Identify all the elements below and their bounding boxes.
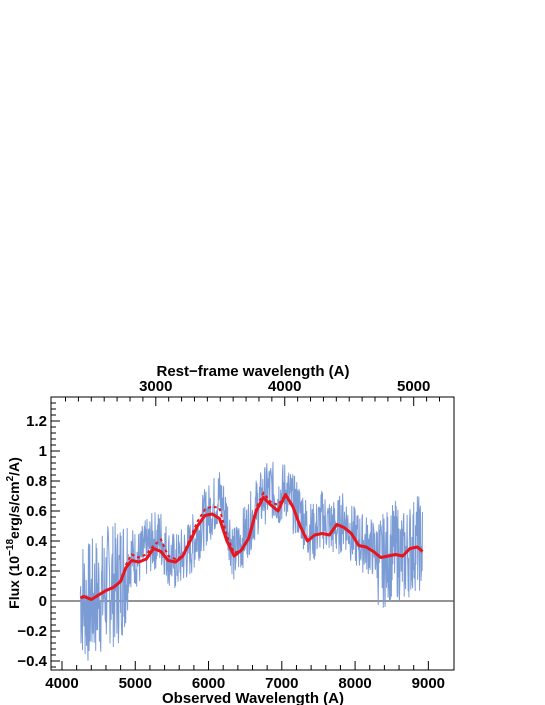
y-tick-label: 0 bbox=[39, 593, 47, 610]
y-tick-label: 0.8 bbox=[26, 473, 47, 490]
y-ticks: −0.4 −0.2 0 0.2 0.4 0.6 0.8 1 1.2 bbox=[17, 402, 60, 670]
x2-tick-label: 4000 bbox=[268, 378, 301, 395]
x2-ticks: 3000 4000 5000 bbox=[65, 378, 440, 406]
observed-spectrum-line bbox=[79, 461, 423, 661]
y-tick-label: 1 bbox=[39, 443, 47, 460]
y-tick-label: −0.4 bbox=[17, 653, 47, 670]
x-tick-label: 8000 bbox=[338, 675, 371, 692]
y-axis-label: Flux (10−18erg/s/cm2/A) bbox=[5, 457, 22, 609]
x-ticks: 4000 5000 6000 7000 8000 9000 bbox=[45, 661, 445, 692]
y-tick-label: 0.4 bbox=[26, 533, 48, 550]
y-tick-label: 0.2 bbox=[26, 563, 47, 580]
x-tick-label: 7000 bbox=[265, 675, 298, 692]
y-tick-label: 0.6 bbox=[26, 503, 47, 520]
model-fit-line bbox=[79, 493, 424, 601]
series-layer bbox=[79, 461, 424, 661]
x2-axis-label: Rest−frame wavelength (A) bbox=[157, 363, 350, 380]
y-tick-label: −0.2 bbox=[17, 623, 47, 640]
x2-tick-label: 3000 bbox=[139, 378, 172, 395]
x-tick-label: 4000 bbox=[45, 675, 78, 692]
model-alt-dotted-line bbox=[124, 491, 294, 566]
plot-frame bbox=[50, 396, 455, 671]
x-tick-label: 9000 bbox=[412, 675, 445, 692]
x-axis-label: Observed Wavelength (A) bbox=[162, 690, 344, 705]
x2-tick-label: 5000 bbox=[397, 378, 430, 395]
x-tick-label: 6000 bbox=[192, 675, 225, 692]
x-tick-label: 5000 bbox=[119, 675, 152, 692]
y-tick-label: 1.2 bbox=[26, 413, 47, 430]
